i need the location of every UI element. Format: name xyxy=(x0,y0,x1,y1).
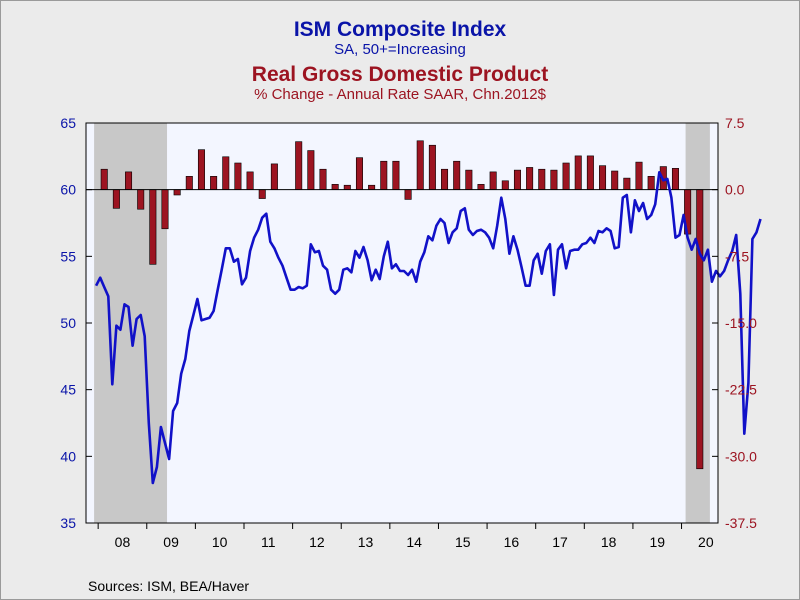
gdp-bar xyxy=(112,189,120,209)
right-axis-label: 0.0 xyxy=(725,182,745,198)
gdp-bar xyxy=(355,157,363,190)
gdp-bar xyxy=(538,168,546,190)
left-axis-label: 40 xyxy=(60,448,76,464)
right-axis-label: -30.0 xyxy=(725,448,757,464)
left-axis-label: 35 xyxy=(60,515,76,531)
gdp-bar xyxy=(404,189,412,200)
gdp-bar xyxy=(161,189,169,230)
x-axis-label: 13 xyxy=(358,534,374,550)
x-axis-label: 12 xyxy=(309,534,325,550)
gdp-bar xyxy=(441,168,449,190)
gdp-bar xyxy=(513,169,521,190)
gdp-bar xyxy=(270,163,278,190)
gdp-bar xyxy=(562,162,570,190)
left-axis-label: 65 xyxy=(60,115,76,131)
gdp-bar xyxy=(343,184,351,190)
gdp-bar xyxy=(185,176,193,190)
x-axis-label: 11 xyxy=(261,534,276,550)
axes: 65 60 55 50 45 40 35 7.5 0.0 -7.5 -15.0 -22.5 -30.0 -… xyxy=(60,115,757,550)
x-axis-label: 14 xyxy=(406,534,422,550)
x-axis-label: 09 xyxy=(163,534,179,550)
gdp-bar xyxy=(489,171,497,190)
gdp-bar xyxy=(368,184,376,190)
gdp-bar xyxy=(477,184,485,190)
plot-area xyxy=(86,123,718,523)
gdp-bar xyxy=(307,150,315,190)
left-axis-label: 55 xyxy=(60,248,76,264)
gdp-bar xyxy=(465,169,473,190)
gdp-bar xyxy=(210,176,218,190)
x-axis-label: 10 xyxy=(212,534,228,550)
x-axis-label: 15 xyxy=(455,534,471,550)
gdp-bar xyxy=(416,140,424,190)
left-axis-label: 60 xyxy=(60,182,76,198)
chart-subtitle-ism: SA, 50+=Increasing xyxy=(334,41,466,58)
left-axis-label: 50 xyxy=(60,315,76,331)
gdp-bar xyxy=(671,168,679,190)
gdp-bar xyxy=(647,176,655,190)
x-axis-label: 08 xyxy=(115,534,131,550)
x-axis-label: 17 xyxy=(552,534,568,550)
gdp-bar xyxy=(550,169,558,190)
gdp-bar xyxy=(453,160,461,190)
chart-subtitle-gdp: % Change - Annual Rate SAAR, Chn.2012$ xyxy=(254,86,546,103)
gdp-bar xyxy=(696,189,704,470)
gdp-bar xyxy=(526,167,534,190)
x-axis-label: 16 xyxy=(504,534,520,550)
gdp-bar xyxy=(149,189,157,265)
right-axis-label: -37.5 xyxy=(725,515,757,531)
gdp-bar xyxy=(623,177,631,190)
gdp-bar xyxy=(137,189,145,210)
gdp-bar xyxy=(222,156,230,190)
gdp-bar xyxy=(428,144,436,190)
chart-title-gdp: Real Gross Domestic Product xyxy=(251,63,549,86)
gdp-bar xyxy=(574,155,582,190)
gdp-bars xyxy=(100,140,704,470)
gdp-bar xyxy=(173,189,181,196)
right-axis-label: -7.5 xyxy=(725,248,749,264)
right-axis-label: -22.5 xyxy=(725,382,757,398)
gdp-bar xyxy=(586,155,594,190)
chart-title-ism: ISM Composite Index xyxy=(293,18,507,41)
gdp-bar xyxy=(611,170,619,190)
right-axis-label: 7.5 xyxy=(725,115,745,131)
gdp-bar xyxy=(246,171,254,190)
gdp-bar xyxy=(100,168,108,190)
sources-note: Sources: ISM, BEA/Haver xyxy=(88,578,250,594)
gdp-bar xyxy=(392,160,400,190)
ism-line xyxy=(94,171,762,485)
gdp-bar xyxy=(319,168,327,190)
gdp-bar xyxy=(197,149,205,190)
x-axis-label: 19 xyxy=(649,534,665,550)
gdp-bar xyxy=(258,189,266,199)
gdp-bar xyxy=(380,160,388,190)
x-axis-label: 18 xyxy=(601,534,617,550)
gdp-bar xyxy=(331,184,339,190)
gdp-bar xyxy=(295,141,303,190)
gdp-bar xyxy=(234,162,242,190)
gdp-bar xyxy=(599,165,607,190)
gdp-bar xyxy=(501,180,509,190)
right-axis-label: -15.0 xyxy=(725,315,757,331)
gdp-bar xyxy=(125,171,133,190)
left-axis-label: 45 xyxy=(60,382,76,398)
x-axis-label: 20 xyxy=(698,534,714,550)
gdp-bar xyxy=(635,161,643,190)
